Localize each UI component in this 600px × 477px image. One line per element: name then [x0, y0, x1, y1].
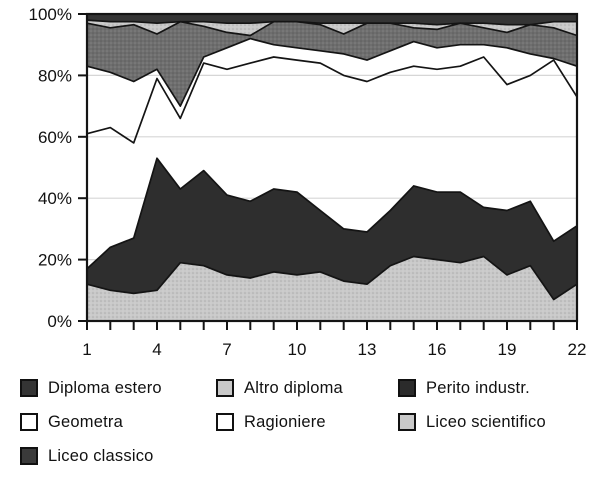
legend-label: Ragioniere: [244, 412, 326, 431]
legend-label: Altro diploma: [244, 378, 343, 397]
series-boundary: [86, 19, 577, 26]
area-liceo-classico-texture: [87, 21, 577, 107]
legend-swatch-liceo-classico: [20, 447, 38, 465]
legend-item-ragioniere: Ragioniere: [216, 413, 398, 432]
x-tick-label: 10: [288, 340, 307, 359]
legend-item-geometra: Geometra: [20, 413, 216, 432]
series-boundary: [86, 157, 578, 270]
x-tick-label: 19: [498, 340, 517, 359]
legend-swatch-altro-diploma: [216, 379, 234, 397]
series-boundary: [86, 20, 578, 37]
x-tick-label: 4: [152, 340, 161, 359]
legend-label: Perito industr.: [426, 378, 530, 397]
legend-swatch-geometra: [20, 413, 38, 431]
legend-label: Liceo scientifico: [426, 412, 546, 431]
plot-frame: [85, 12, 579, 323]
legend-label: Liceo classico: [48, 446, 154, 465]
legend-label: Diploma estero: [48, 378, 162, 397]
series-boundary: [86, 37, 578, 107]
legend-swatch-ragioniere: [216, 413, 234, 431]
y-tick-label: 20%: [38, 251, 72, 270]
legend-item-diploma-estero: Diploma estero: [20, 379, 216, 398]
area-perito-industr: [87, 158, 577, 300]
legend-item-perito-industr: Perito industr.: [398, 379, 590, 398]
x-tick-label: 13: [358, 340, 377, 359]
x-tick-label: 7: [222, 340, 231, 359]
legend-item-altro-diploma: Altro diploma: [216, 379, 398, 398]
series-boundary: [86, 56, 578, 144]
legend-item-liceo-classico: Liceo classico: [20, 447, 216, 466]
y-tick-label: 0%: [47, 312, 72, 331]
legend-swatch-diploma-estero: [20, 379, 38, 397]
legend-item-liceo-scientifico: Liceo scientifico: [398, 413, 590, 432]
area-liceo-scientifico-texture: [87, 256, 577, 321]
chart-legend: Diploma estero Altro diploma Perito indust…: [20, 371, 590, 473]
y-tick-label: 80%: [38, 66, 72, 85]
legend-swatch-liceo-scientifico: [398, 413, 416, 431]
legend-label: Geometra: [48, 412, 123, 431]
y-tick-label: 100%: [29, 5, 72, 24]
series-boundary: [86, 255, 578, 301]
x-tick-label: 1: [82, 340, 91, 359]
y-tick-label: 40%: [38, 189, 72, 208]
y-tick-label: 60%: [38, 128, 72, 147]
legend-swatch-perito-industr: [398, 379, 416, 397]
x-tick-label: 16: [428, 340, 447, 359]
x-tick-label: 22: [568, 340, 587, 359]
